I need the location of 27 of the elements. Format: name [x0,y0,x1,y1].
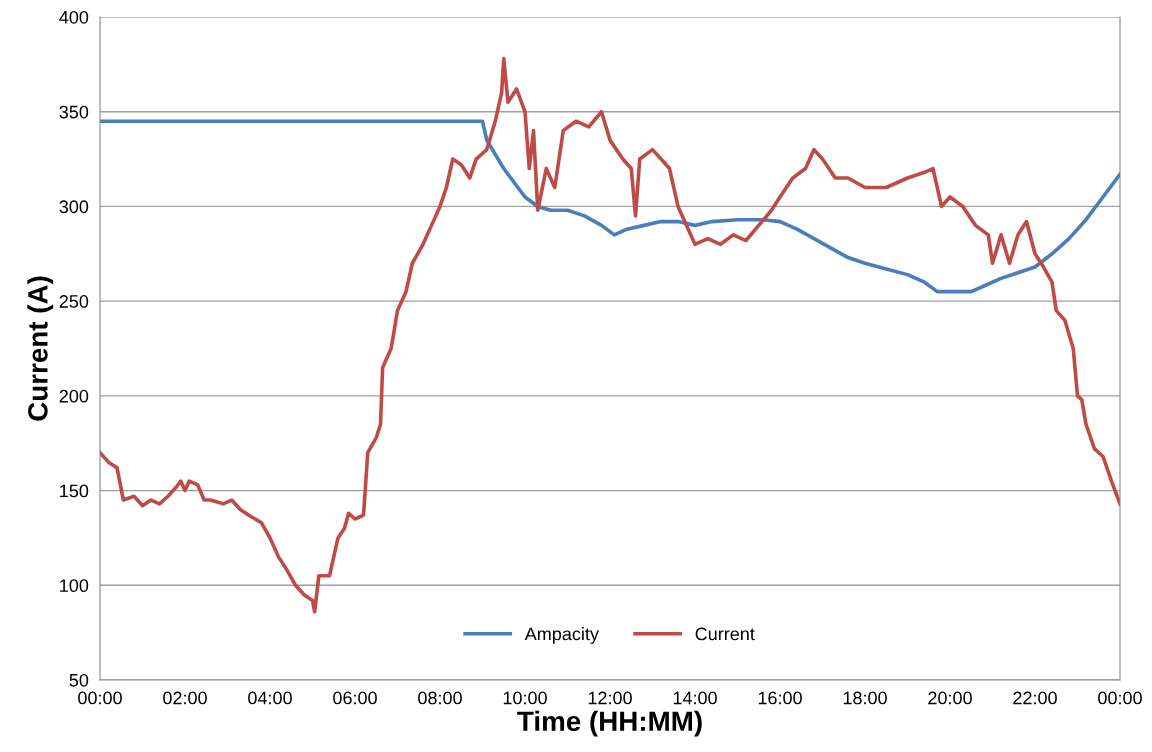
x-tick-label: 18:00 [843,691,887,705]
y-tick-label: 250 [59,295,89,308]
x-tick-label: 06:00 [333,691,377,705]
y-tick-label: 150 [60,484,89,498]
y-tick-label: 350 [59,105,89,119]
x-tick-label: 08:00 [418,691,462,705]
x-tick-label: 20:00 [928,691,972,705]
x-tick-label: 16:00 [758,691,802,705]
y-tick-label: 50 [69,673,89,687]
x-tick-label: 14:00 [673,691,717,705]
x-tick-label: 10:00 [503,691,547,705]
y-tick-label: 100 [60,579,89,593]
x-tick-label: 12:00 [588,691,632,705]
x-axis-title: Time (HH:MM) [517,710,702,737]
line-series [100,56,1120,614]
legend-label: Ampacity [524,627,599,644]
y-tick-label: 200 [59,389,89,403]
x-tick-label: 22:00 [1013,691,1057,705]
x-tick-label: 04:00 [248,691,292,705]
legend-label: Current [695,627,755,641]
x-tick-label: 02:00 [163,691,207,705]
y-tick-label: 400 [59,10,89,24]
y-tick-label: 300 [59,200,89,214]
line-series [100,119,1120,294]
x-tick-label: 00:00 [1098,691,1142,705]
y-axis-title: Current (A) [27,276,54,421]
x-tick-label: 00:00 [78,691,122,705]
